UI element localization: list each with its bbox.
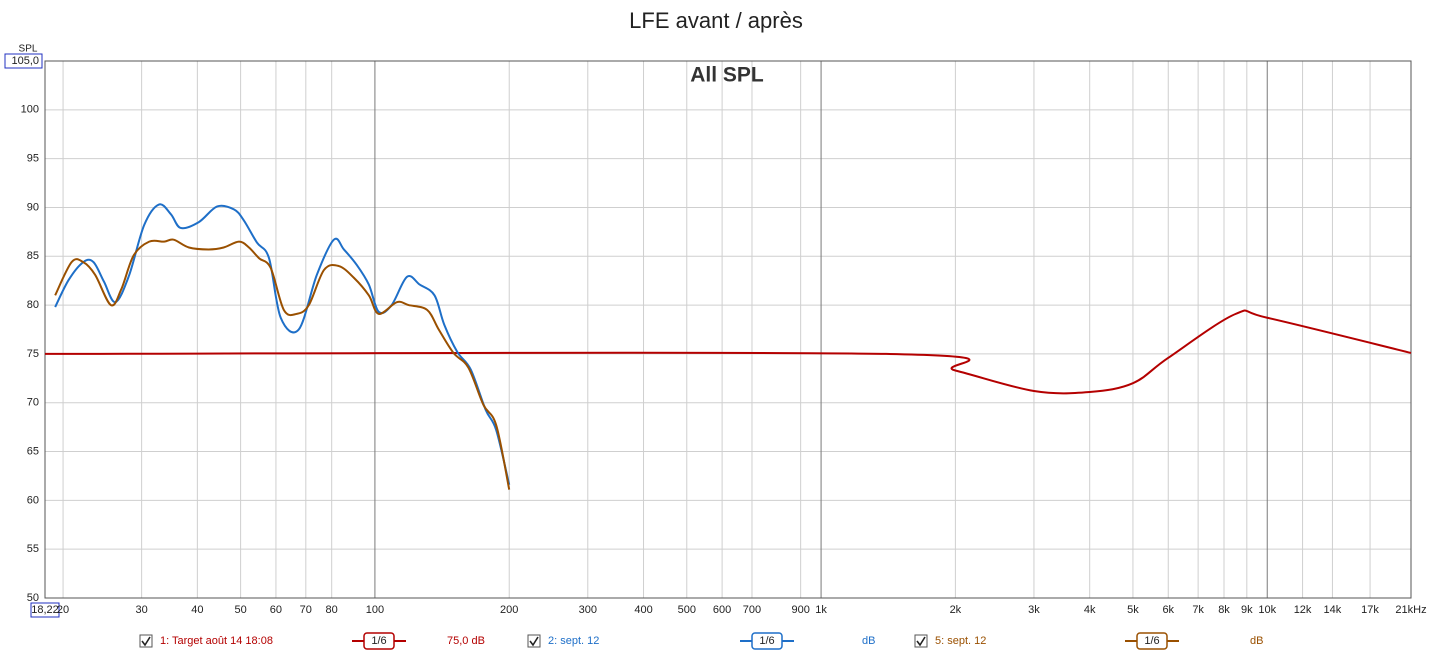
x-tick-label: 4k [1084, 604, 1096, 616]
legend-smoothing-box [751, 632, 783, 650]
x-tick-label: 18,22 [31, 604, 59, 616]
x-tick-label: 50 [234, 604, 246, 616]
x-tick-label: 300 [579, 604, 597, 616]
x-tick-label: 2k [950, 604, 962, 616]
y-tick-label: 95 [27, 153, 39, 165]
legend-level: 75,0 dB [447, 635, 485, 647]
x-tick-label: 20 [57, 604, 69, 616]
legend-check [141, 636, 151, 647]
line-series [44, 309, 1412, 395]
y-tick-label: 65 [27, 445, 39, 457]
x-tick-label: 6k [1162, 604, 1174, 616]
legend-label: 1: Target août 14 18:08 [160, 635, 273, 647]
legend-level: dB [862, 635, 875, 647]
x-tick-label: 200 [500, 604, 518, 616]
y-tick-label: 50 [27, 592, 39, 604]
legend-smoothing: 1/6 [1144, 635, 1159, 647]
plot-frame [44, 60, 1412, 599]
legend-smoothing-box [363, 632, 395, 650]
legend-checkbox[interactable] [914, 634, 928, 648]
legend-label: 5: sept. 12 [935, 635, 986, 647]
x-tick-label: 8k [1218, 604, 1230, 616]
y-tick-label: 90 [27, 201, 39, 213]
x-tick-label: 5k [1127, 604, 1139, 616]
y-limit-box [4, 53, 43, 69]
x-tick-label: 400 [634, 604, 652, 616]
y-tick-label: 75 [27, 348, 39, 360]
legend-checkbox[interactable] [139, 634, 153, 648]
y-tick-label: 100 [21, 104, 39, 116]
x-tick-label: 3k [1028, 604, 1040, 616]
x-tick-label: 500 [678, 604, 696, 616]
x-tick-label: 30 [136, 604, 148, 616]
x-tick-label: 700 [743, 604, 761, 616]
legend-smoothing: 1/6 [759, 635, 774, 647]
x-tick-label: 60 [270, 604, 282, 616]
y-tick-label: 85 [27, 250, 39, 262]
x-tick-label: 1k [815, 604, 827, 616]
y-tick-label: 55 [27, 543, 39, 555]
legend-check [916, 636, 926, 647]
x-tick-label: 9k [1241, 604, 1253, 616]
x-limit-box [30, 602, 60, 618]
x-tick-label: 900 [791, 604, 809, 616]
y-tick-label: 80 [27, 299, 39, 311]
y-axis-label: SPL [19, 44, 38, 55]
chart-title: LFE avant / après [629, 8, 803, 33]
legend-smoothing-box [1136, 632, 1168, 650]
legend-checkbox[interactable] [527, 634, 541, 648]
x-tick-label: 40 [191, 604, 203, 616]
legend-smoothing: 1/6 [371, 635, 386, 647]
legend-label: 2: sept. 12 [548, 635, 599, 647]
x-tick-label: 12k [1294, 604, 1312, 616]
y-tick-label: 60 [27, 494, 39, 506]
x-tick-label: 600 [713, 604, 731, 616]
x-tick-label: 21kHz [1395, 604, 1426, 616]
y-tick-label: 105,0 [11, 55, 39, 67]
x-tick-label: 10k [1258, 604, 1276, 616]
x-tick-label: 7k [1192, 604, 1204, 616]
legend-level: dB [1250, 635, 1263, 647]
legend-check [529, 636, 539, 647]
x-tick-label: 80 [326, 604, 338, 616]
x-tick-label: 70 [300, 604, 312, 616]
x-tick-label: 100 [366, 604, 384, 616]
line-series [54, 203, 511, 485]
x-tick-label: 14k [1324, 604, 1342, 616]
line-series [54, 238, 511, 490]
chart-subtitle: All SPL [690, 64, 764, 87]
y-tick-label: 70 [27, 397, 39, 409]
x-tick-label: 17k [1361, 604, 1379, 616]
